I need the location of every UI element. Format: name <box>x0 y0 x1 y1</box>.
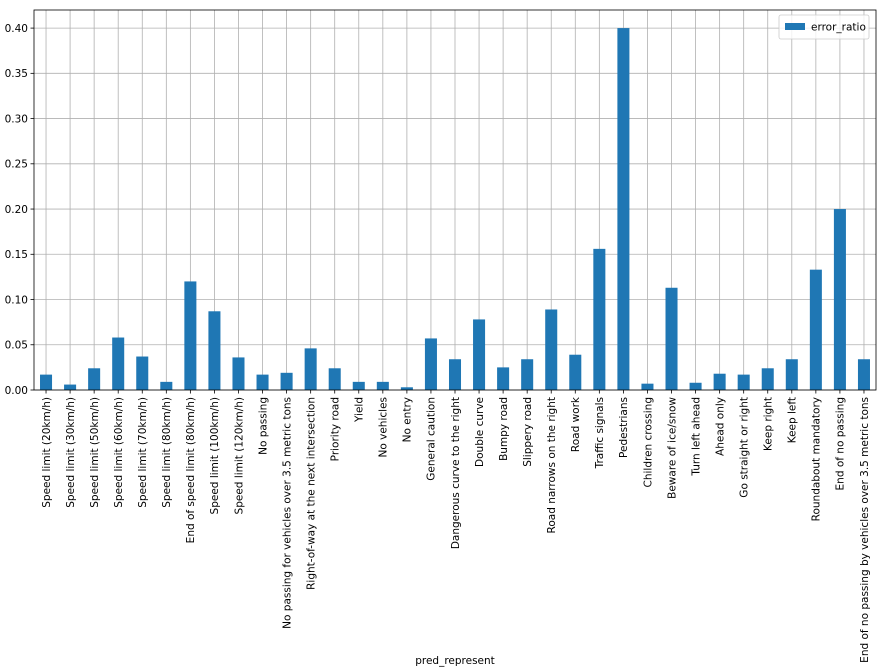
y-tick-label: 0.15 <box>5 249 28 261</box>
bar <box>448 359 462 390</box>
bar <box>112 337 125 390</box>
bar <box>785 359 798 390</box>
legend-box <box>778 14 870 40</box>
bar <box>376 381 389 390</box>
x-tick-label: Priority road <box>330 397 342 461</box>
x-tick-label: No passing for vehicles over 3.5 metric … <box>281 397 293 629</box>
x-tick-label: Go straight or right <box>738 397 750 498</box>
x-tick-label: Road narrows on the right <box>546 397 558 533</box>
bar <box>665 287 678 390</box>
x-tick-label: Roundabout mandatory <box>811 397 823 521</box>
bar <box>352 381 365 390</box>
bars <box>40 28 870 390</box>
x-axis-ticks: Speed limit (20km/h) Speed limit (30km/h)… <box>41 390 871 663</box>
x-tick-label: Pedestrians <box>618 397 630 458</box>
x-tick-label: No entry <box>402 397 414 442</box>
y-tick-label: 0.05 <box>5 340 28 352</box>
bar <box>545 309 558 390</box>
bar <box>136 356 149 390</box>
y-tick-label: 0.20 <box>5 204 28 216</box>
x-tick-label: Keep right <box>763 397 775 451</box>
x-tick-label: Ahead only <box>714 397 726 456</box>
legend-swatch <box>785 23 805 30</box>
bar <box>280 372 293 390</box>
x-axis-title: pred_represent <box>415 655 495 667</box>
legend: error_ratio <box>778 14 870 40</box>
x-tick-label: Double curve <box>474 397 486 467</box>
bar <box>569 354 582 390</box>
bar <box>593 248 606 390</box>
x-tick-label: Turn left ahead <box>690 397 702 477</box>
bar <box>88 368 101 390</box>
bar <box>809 269 822 390</box>
bar <box>833 209 846 390</box>
x-tick-label: Beware of ice/snow <box>666 397 678 499</box>
y-tick-label: 0.25 <box>5 159 28 171</box>
bar <box>160 381 173 390</box>
x-tick-label: Speed limit (30km/h) <box>65 397 77 508</box>
bar <box>617 28 630 390</box>
x-tick-label: Speed limit (20km/h) <box>41 397 53 508</box>
bar <box>473 319 486 390</box>
legend-label: error_ratio <box>811 22 866 34</box>
x-tick-label: Speed limit (100km/h) <box>209 397 221 514</box>
y-tick-label: 0.35 <box>5 68 28 80</box>
bar <box>400 387 413 390</box>
grid-lines <box>34 10 876 391</box>
x-tick-label: Speed limit (120km/h) <box>233 397 245 514</box>
y-tick-label: 0.30 <box>5 113 28 125</box>
x-tick-label: Speed limit (60km/h) <box>113 397 125 508</box>
x-tick-label: Children crossing <box>642 397 654 488</box>
x-tick-label: Yield <box>354 397 366 423</box>
bar <box>497 367 510 390</box>
y-axis-ticks: 0.00 0.05 0.10 0.15 0.20 0.25 0.30 0.35 0.40 <box>5 23 34 397</box>
bar <box>857 359 870 390</box>
bar <box>737 374 750 390</box>
x-tick-label: Bumpy road <box>498 397 510 461</box>
x-tick-label: General caution <box>426 397 438 481</box>
bar <box>64 384 77 390</box>
bar <box>304 348 317 390</box>
bar <box>713 373 726 390</box>
y-tick-label: 0.40 <box>5 23 28 35</box>
x-tick-label: Dangerous curve to the right <box>450 397 462 549</box>
x-tick-label: No passing <box>257 397 269 455</box>
bar <box>184 281 197 390</box>
y-tick-label: 0.00 <box>5 385 28 397</box>
bar <box>521 359 534 390</box>
bar <box>761 368 774 390</box>
x-tick-label: No vehicles <box>378 397 390 457</box>
x-tick-label: Right-of-way at the next intersection <box>305 397 317 590</box>
x-tick-label: Speed limit (50km/h) <box>89 397 101 508</box>
x-tick-label: Keep left <box>787 397 799 443</box>
bar <box>328 368 341 390</box>
x-tick-label: Speed limit (80km/h) <box>161 397 173 508</box>
x-tick-label: Speed limit (70km/h) <box>137 397 149 508</box>
x-tick-label: Slippery road <box>522 397 534 467</box>
bar <box>689 382 702 390</box>
x-tick-label: Traffic signals <box>594 397 606 469</box>
bar <box>256 374 269 390</box>
x-tick-label: Road work <box>570 396 582 452</box>
bar <box>232 357 245 390</box>
bar <box>40 374 53 390</box>
bar <box>424 338 437 390</box>
bar <box>208 311 221 390</box>
x-tick-label: End of no passing by vehicles over 3.5 m… <box>859 397 871 663</box>
y-tick-label: 0.10 <box>5 294 28 306</box>
bar <box>641 383 654 390</box>
x-tick-label: End of no passing <box>835 397 847 490</box>
x-tick-label: End of speed limit (80km/h) <box>185 397 197 543</box>
